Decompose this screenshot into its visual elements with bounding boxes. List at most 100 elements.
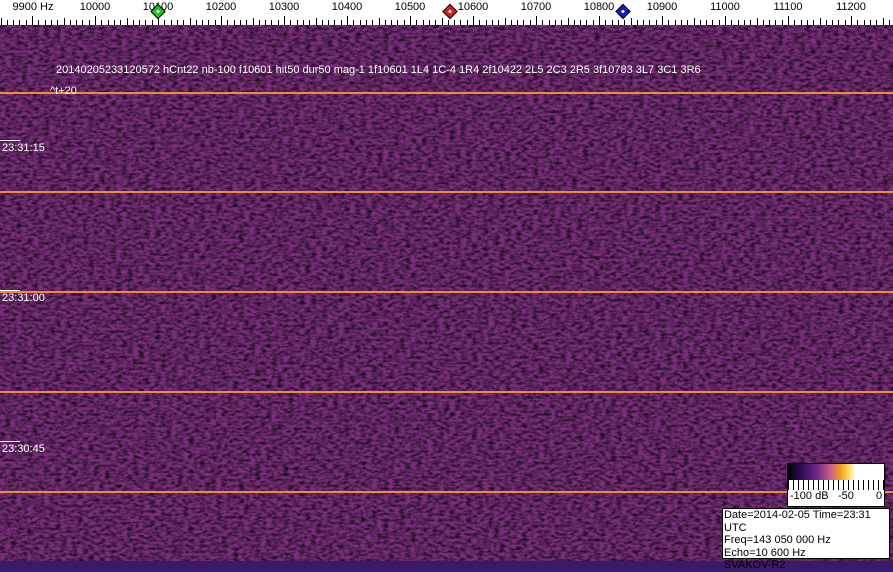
time-marker-line — [0, 491, 893, 493]
freq-tick — [410, 16, 411, 25]
freq-tick — [13, 20, 14, 25]
freq-tick — [517, 20, 518, 25]
freq-tick — [744, 20, 745, 25]
freq-tick — [196, 20, 197, 25]
freq-tick — [750, 20, 751, 25]
freq-tick — [580, 20, 581, 25]
freq-tick — [19, 20, 20, 25]
freq-tick — [309, 20, 310, 25]
freq-tick — [259, 20, 260, 25]
freq-tick — [360, 20, 361, 25]
freq-tick — [599, 16, 600, 25]
freq-tick — [864, 20, 865, 25]
freq-tick — [820, 18, 821, 25]
freq-tick — [265, 20, 266, 25]
freq-tick — [505, 18, 506, 25]
freq-tick — [605, 20, 606, 25]
freq-tick — [246, 20, 247, 25]
freq-tick — [183, 20, 184, 25]
freq-tick — [467, 20, 468, 25]
freq-tick — [561, 20, 562, 25]
freq-tick — [870, 20, 871, 25]
freq-tick — [328, 20, 329, 25]
freq-tick — [549, 20, 550, 25]
freq-tick — [38, 20, 39, 25]
freq-tick — [26, 20, 27, 25]
freq-tick — [838, 20, 839, 25]
freq-tick — [857, 20, 858, 25]
freq-label: 10900 — [646, 1, 678, 13]
freq-tick — [70, 20, 71, 25]
colorbar-label-min: -100 dB — [790, 490, 829, 502]
freq-tick — [215, 20, 216, 25]
freq-tick — [366, 20, 367, 25]
freq-tick — [45, 20, 46, 25]
freq-label: 10800 — [583, 1, 615, 13]
time-marker-line — [0, 191, 893, 193]
freq-tick — [202, 20, 203, 25]
freq-tick — [101, 20, 102, 25]
freq-tick — [221, 16, 222, 25]
time-marker-line — [0, 291, 893, 293]
freq-tick — [435, 20, 436, 25]
freq-label: 11200 — [836, 1, 866, 13]
freq-tick — [322, 20, 323, 25]
freq-tick — [769, 20, 770, 25]
freq-tick — [832, 20, 833, 25]
freq-label: 10500 — [394, 1, 426, 13]
freq-tick — [372, 20, 373, 25]
freq-tick — [290, 20, 291, 25]
freq-tick — [158, 16, 159, 25]
time-label: 23:31:00 — [0, 290, 45, 304]
red-frequency-marker-icon[interactable] — [441, 3, 458, 20]
freq-tick — [460, 20, 461, 25]
freq-tick — [706, 20, 707, 25]
freq-tick — [454, 20, 455, 25]
freq-tick — [631, 18, 632, 25]
color-gradient — [788, 464, 884, 480]
freq-tick — [353, 20, 354, 25]
freq-label: 11000 — [710, 1, 740, 13]
freq-tick — [687, 20, 688, 25]
freq-tick — [114, 20, 115, 25]
freq-tick — [637, 20, 638, 25]
freq-tick — [700, 20, 701, 25]
blue-frequency-marker-icon[interactable] — [615, 3, 631, 20]
freq-tick — [177, 20, 178, 25]
freq-tick — [763, 20, 764, 25]
freq-tick — [397, 20, 398, 25]
freq-tick — [788, 16, 789, 25]
freq-tick — [379, 18, 380, 25]
freq-tick — [253, 18, 254, 25]
freq-tick — [712, 20, 713, 25]
freq-tick — [271, 20, 272, 25]
freq-tick — [473, 16, 474, 25]
freq-tick — [7, 20, 8, 25]
date-time: Date=2014-02-05 Time=23:31 UTC — [724, 509, 871, 534]
freq-tick — [152, 20, 153, 25]
freq-tick — [668, 20, 669, 25]
freq-tick — [57, 20, 58, 25]
freq-tick — [404, 20, 405, 25]
spectrogram-waterfall[interactable] — [0, 25, 893, 561]
colorbar-label-mid: -50 — [838, 490, 854, 502]
freq-tick — [227, 20, 228, 25]
freq-tick — [429, 20, 430, 25]
freq-tick — [845, 20, 846, 25]
freq-tick — [385, 20, 386, 25]
color-scale-bar: -100 dB -50 0 — [787, 463, 885, 507]
freq-tick — [807, 20, 808, 25]
freq-tick — [662, 16, 663, 25]
frequency-axis[interactable]: 9900 Hz 10000101001020010300104001050010… — [0, 0, 893, 25]
freq-tick — [826, 20, 827, 25]
freq-tick — [523, 20, 524, 25]
freq-tick — [284, 16, 285, 25]
detection-info-line: 20140205233120572 hCnt22 nb-100 f10601 h… — [56, 64, 701, 76]
freq-label: 10300 — [268, 1, 300, 13]
freq-tick — [423, 20, 424, 25]
freq-tick — [416, 20, 417, 25]
freq-tick — [341, 20, 342, 25]
freq-tick — [442, 18, 443, 25]
freq-tick — [391, 20, 392, 25]
freq-tick — [95, 16, 96, 25]
